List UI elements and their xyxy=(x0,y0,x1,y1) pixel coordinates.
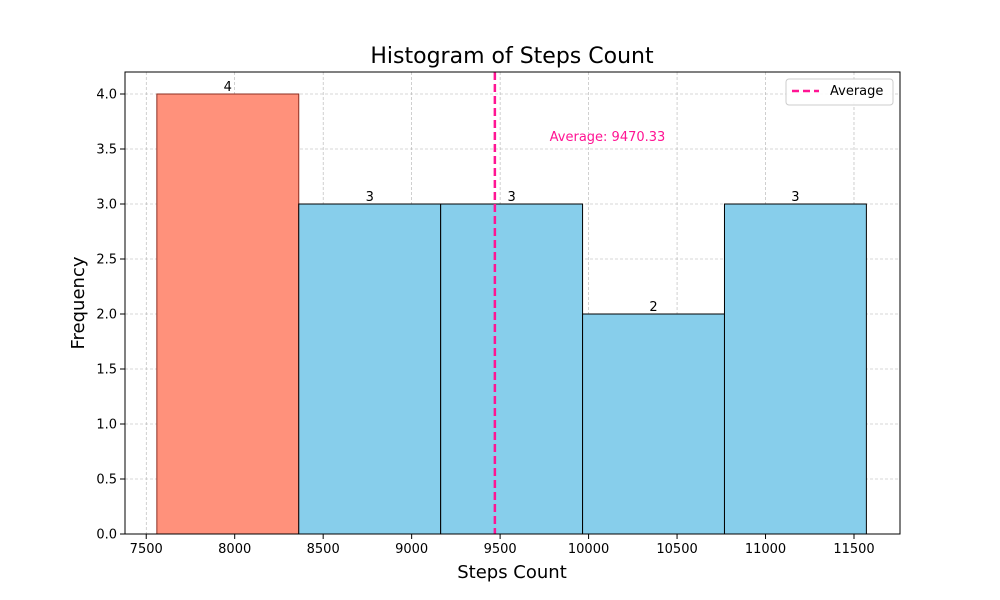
y-tick-label: 3.0 xyxy=(96,198,117,213)
histogram-bar xyxy=(582,313,725,535)
bar-count-label: 4 xyxy=(224,80,232,95)
y-tick-label: 2.0 xyxy=(96,308,117,323)
x-tick-label: 11500 xyxy=(833,542,874,557)
legend-box xyxy=(785,78,894,106)
bar-count-label: 3 xyxy=(366,190,374,205)
bar-count-label: 3 xyxy=(791,190,799,205)
average-line-group: Average: 9470.33 xyxy=(493,72,666,534)
histogram-bar xyxy=(156,93,300,535)
y-axis-label: Frequency xyxy=(68,256,89,349)
histogram-bar xyxy=(440,203,584,535)
histogram-bar xyxy=(298,203,442,535)
x-tick-label: 11000 xyxy=(745,542,786,557)
y-axis-ticks: 0.0 0.5 1.0 1.5 2.0 2.5 3.0 3.5 4.0 xyxy=(96,88,125,543)
x-tick-label: 10500 xyxy=(656,542,697,557)
y-tick-label: 2.5 xyxy=(96,253,117,268)
histogram-bar xyxy=(723,203,867,535)
y-tick-label: 3.5 xyxy=(96,143,117,158)
chart-title: Histogram of Steps Count xyxy=(370,44,654,69)
x-axis-ticks: 7500 8000 8500 9000 9500 10000 10500 11000 11500 xyxy=(130,534,875,557)
bar-count-label: 3 xyxy=(507,190,515,205)
x-axis-label: Steps Count xyxy=(457,562,567,583)
y-tick-label: 0.0 xyxy=(96,528,117,543)
x-tick-label: 9500 xyxy=(484,542,517,557)
x-tick-label: 9000 xyxy=(395,542,428,557)
y-tick-label: 0.5 xyxy=(96,473,117,488)
x-tick-label: 10000 xyxy=(568,542,609,557)
legend-average-label: Average xyxy=(830,84,883,99)
y-tick-label: 1.0 xyxy=(96,418,117,433)
x-tick-label: 7500 xyxy=(130,542,163,557)
legend: Average xyxy=(785,78,894,106)
histogram-bars: 4 3 3 2 3 xyxy=(156,80,867,535)
y-tick-label: 4.0 xyxy=(96,88,117,103)
plot-frame xyxy=(124,71,901,535)
x-tick-label: 8500 xyxy=(307,542,340,557)
y-tick-label: 1.5 xyxy=(96,363,117,378)
x-tick-label: 8000 xyxy=(218,542,251,557)
average-annotation: Average: 9470.33 xyxy=(550,130,666,145)
bar-count-label: 2 xyxy=(649,300,657,315)
